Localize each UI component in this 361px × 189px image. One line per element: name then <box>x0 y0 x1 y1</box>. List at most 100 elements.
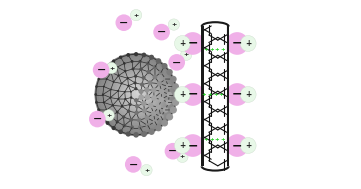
Circle shape <box>158 70 164 75</box>
Circle shape <box>163 77 168 82</box>
Text: −: − <box>96 65 106 75</box>
Circle shape <box>166 113 173 120</box>
Circle shape <box>142 108 147 113</box>
Circle shape <box>129 85 146 101</box>
Circle shape <box>142 53 146 57</box>
Circle shape <box>101 59 172 130</box>
Text: −: − <box>168 146 178 156</box>
Text: +: + <box>221 137 225 142</box>
Circle shape <box>110 71 112 74</box>
Circle shape <box>122 124 126 127</box>
Circle shape <box>166 100 171 105</box>
Circle shape <box>130 91 132 93</box>
Bar <box>202 26 229 166</box>
Circle shape <box>134 75 137 78</box>
Circle shape <box>131 67 135 70</box>
Text: +: + <box>134 13 139 18</box>
Circle shape <box>148 129 155 135</box>
Circle shape <box>122 115 125 119</box>
Circle shape <box>177 151 188 163</box>
Circle shape <box>103 61 170 127</box>
Circle shape <box>108 65 166 123</box>
Circle shape <box>168 54 185 71</box>
Circle shape <box>148 80 152 85</box>
Circle shape <box>99 57 174 132</box>
Circle shape <box>159 89 164 94</box>
Circle shape <box>95 85 98 88</box>
Text: +: + <box>183 52 189 57</box>
Circle shape <box>180 49 192 60</box>
Circle shape <box>172 99 179 106</box>
Text: +: + <box>245 39 251 48</box>
Circle shape <box>138 94 144 100</box>
Circle shape <box>116 120 119 123</box>
Circle shape <box>141 101 147 106</box>
Circle shape <box>161 120 168 126</box>
Circle shape <box>134 81 136 84</box>
Circle shape <box>153 65 157 69</box>
Circle shape <box>94 93 97 96</box>
Circle shape <box>118 129 123 134</box>
Circle shape <box>135 104 139 108</box>
Circle shape <box>174 138 190 153</box>
Circle shape <box>106 64 109 67</box>
Circle shape <box>139 89 144 94</box>
Circle shape <box>138 60 142 63</box>
Circle shape <box>134 52 138 56</box>
Text: −: − <box>187 88 198 101</box>
Circle shape <box>123 62 126 65</box>
Circle shape <box>137 118 142 122</box>
Text: +: + <box>213 92 218 97</box>
Circle shape <box>151 95 157 101</box>
Circle shape <box>110 89 112 91</box>
Circle shape <box>163 107 168 113</box>
Circle shape <box>129 118 133 122</box>
Circle shape <box>142 76 145 80</box>
Circle shape <box>106 121 109 125</box>
Circle shape <box>89 111 106 127</box>
Circle shape <box>97 55 176 134</box>
Circle shape <box>182 134 204 157</box>
Circle shape <box>147 70 151 74</box>
Circle shape <box>121 82 122 84</box>
Circle shape <box>162 63 168 69</box>
Text: +: + <box>179 90 186 99</box>
Text: +: + <box>203 47 208 52</box>
Text: −: − <box>187 37 198 50</box>
Circle shape <box>133 132 139 138</box>
Circle shape <box>166 92 172 97</box>
Circle shape <box>130 96 132 99</box>
Circle shape <box>103 110 114 121</box>
Circle shape <box>172 83 179 90</box>
Circle shape <box>240 36 256 51</box>
Circle shape <box>130 9 142 21</box>
Circle shape <box>106 62 117 74</box>
Circle shape <box>93 62 109 78</box>
Circle shape <box>134 111 139 115</box>
Circle shape <box>105 63 168 125</box>
Circle shape <box>168 19 179 30</box>
Circle shape <box>240 87 256 102</box>
Circle shape <box>144 115 149 120</box>
Circle shape <box>124 70 126 72</box>
Circle shape <box>130 125 134 130</box>
Circle shape <box>125 81 150 106</box>
Text: +: + <box>179 141 186 150</box>
Text: −: − <box>157 27 166 37</box>
Text: −: − <box>232 88 243 101</box>
Circle shape <box>170 76 177 82</box>
Circle shape <box>145 123 150 128</box>
Circle shape <box>141 131 147 137</box>
Text: +: + <box>171 22 177 27</box>
Circle shape <box>124 98 126 100</box>
Circle shape <box>112 104 114 107</box>
Circle shape <box>95 101 98 104</box>
Circle shape <box>165 143 181 160</box>
Text: +: + <box>215 47 219 52</box>
Circle shape <box>110 67 164 121</box>
Circle shape <box>155 125 162 131</box>
Circle shape <box>136 91 140 95</box>
Text: +: + <box>245 141 251 150</box>
Circle shape <box>95 53 178 136</box>
Text: +: + <box>180 154 185 159</box>
